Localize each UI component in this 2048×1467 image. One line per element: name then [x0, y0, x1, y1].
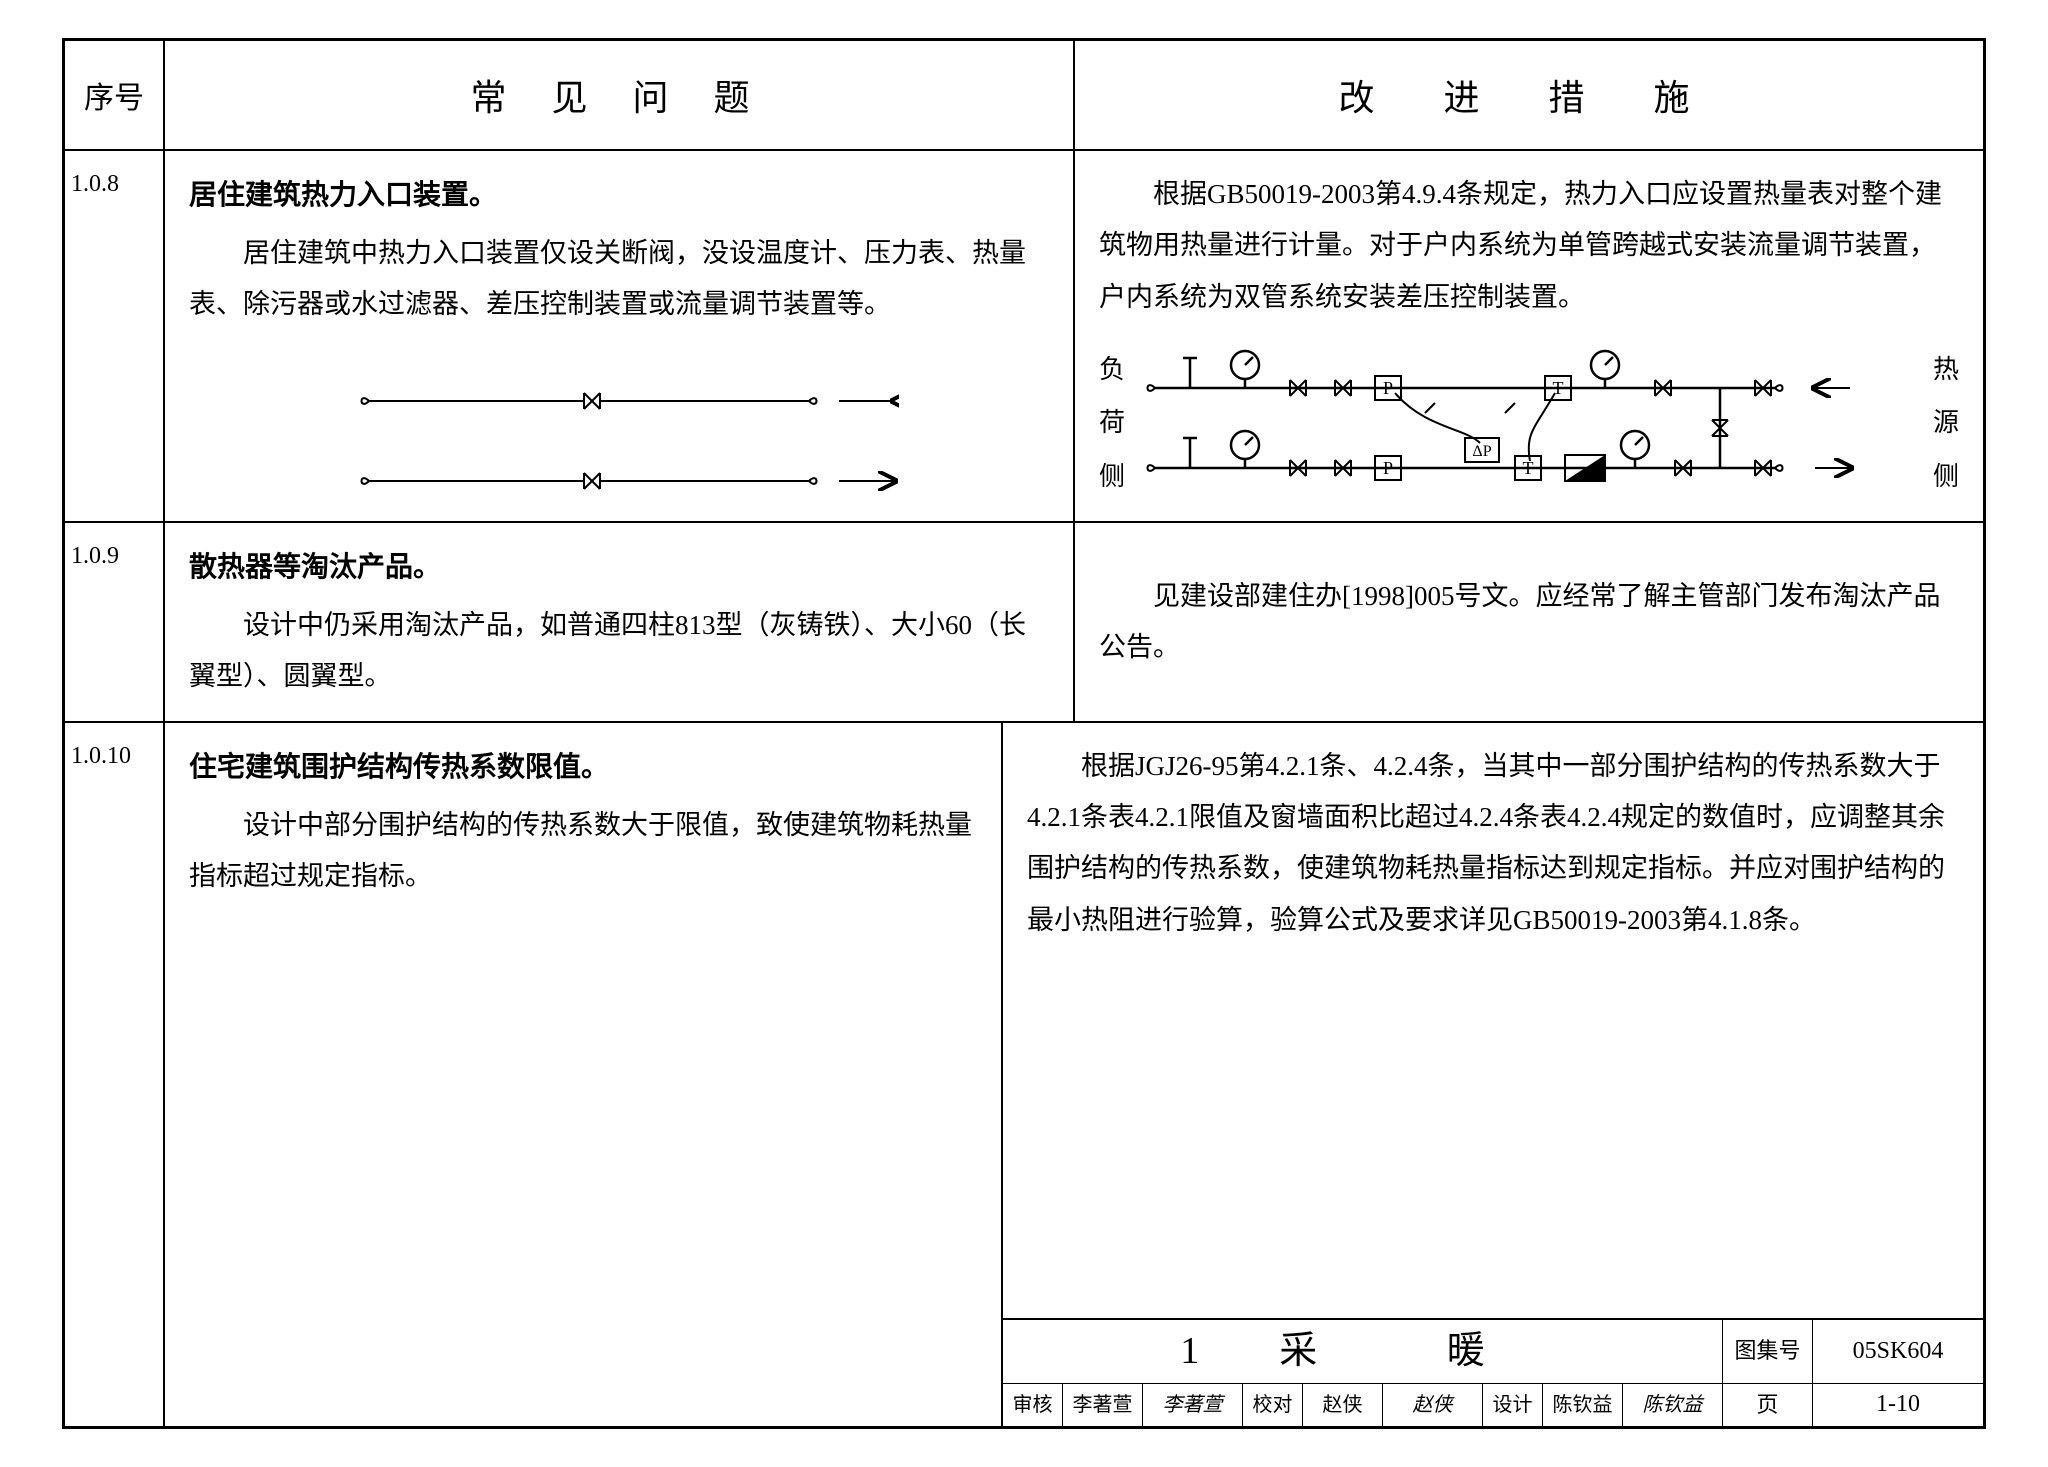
symbol-t: T	[1523, 458, 1534, 478]
row-title: 散热器等淘汰产品。	[189, 541, 1049, 594]
symbol-t: T	[1553, 378, 1564, 398]
label-char: 侧	[1933, 457, 1959, 496]
symbol-p: P	[1383, 378, 1393, 398]
row-solution-text: 根据JGJ26-95第4.2.1条、4.2.4条，当其中一部分围护结构的传热系数…	[1027, 741, 1959, 946]
header-seq: 序号	[65, 41, 165, 149]
row-problem-text: 设计中仍采用淘汰产品，如普通四柱813型（灰铸铁）、大小60（长翼型）、圆翼型。	[189, 600, 1049, 703]
reviewer-label: 审核	[1003, 1384, 1063, 1426]
code-label: 图集号	[1723, 1320, 1813, 1383]
reviewer-name: 赵侠	[1303, 1384, 1383, 1426]
symbol-p: P	[1383, 458, 1393, 478]
table-row: 1.0.8 居住建筑热力入口装置。 居住建筑中热力入口装置仅设关断阀，没设温度计…	[65, 151, 1983, 523]
page-label: 页	[1723, 1384, 1813, 1426]
row-seq: 1.0.10	[65, 723, 165, 1426]
code-value: 05SK604	[1813, 1320, 1983, 1383]
pipe-line-bottom	[339, 461, 899, 501]
reviewer-label: 设计	[1483, 1384, 1543, 1426]
title-block-top: 1 采 暖 图集号 05SK604	[1003, 1320, 1983, 1384]
reviewer-signature: 陈钦益	[1623, 1384, 1723, 1426]
row-problem: 居住建筑热力入口装置。 居住建筑中热力入口装置仅设关断阀，没设温度计、压力表、热…	[165, 151, 1075, 521]
table-header: 序号 常 见 问 题 改 进 措 施	[65, 41, 1983, 151]
page-frame: 序号 常 见 问 题 改 进 措 施 1.0.8 居住建筑热力入口装置。 居住建…	[62, 38, 1986, 1429]
row-solution-text: 根据GB50019-2003第4.9.4条规定，热力入口应设置热量表对整个建筑物…	[1099, 169, 1959, 323]
row-title: 住宅建筑围护结构传热系数限值。	[189, 741, 977, 794]
table-row: 1.0.9 散热器等淘汰产品。 设计中仍采用淘汰产品，如普通四柱813型（灰铸铁…	[65, 523, 1983, 723]
label-char: 源	[1933, 403, 1959, 442]
reviewer-name: 陈钦益	[1543, 1384, 1623, 1426]
symbol-dp: ΔP	[1472, 443, 1491, 460]
row-solution-text: 见建设部建住办[1998]005号文。应经常了解主管部门发布淘汰产品公告。	[1099, 571, 1959, 674]
diagram-detailed-pipes: 负 荷 侧	[1099, 343, 1959, 503]
reviewer-label: 校对	[1243, 1384, 1303, 1426]
drawing-title: 1 采 暖	[1003, 1320, 1723, 1383]
row-problem-text: 居住建筑中热力入口装置仅设关断阀，没设温度计、压力表、热量表、除污器或水过滤器、…	[189, 228, 1049, 331]
header-solution: 改 进 措 施	[1075, 41, 1983, 149]
title-block: 1 采 暖 图集号 05SK604 审核 李著萱 李著萱 校对 赵侠 赵侠 设计	[1003, 1318, 1983, 1426]
row-solution: 根据JGJ26-95第4.2.1条、4.2.4条，当其中一部分围护结构的传热系数…	[1003, 723, 1983, 1426]
row-problem-text: 设计中部分围护结构的传热系数大于限值，致使建筑物耗热量指标超过规定指标。	[189, 800, 977, 903]
table-body: 1.0.8 居住建筑热力入口装置。 居住建筑中热力入口装置仅设关断阀，没设温度计…	[65, 151, 1983, 1426]
pipe-line-top	[339, 381, 899, 421]
reviewer-signature: 李著萱	[1143, 1384, 1243, 1426]
label-char: 侧	[1099, 457, 1125, 496]
pipe-schematic: P T	[1135, 343, 1923, 503]
reviewer-signature: 赵侠	[1383, 1384, 1483, 1426]
row-problem: 散热器等淘汰产品。 设计中仍采用淘汰产品，如普通四柱813型（灰铸铁）、大小60…	[165, 523, 1075, 721]
reviewer-name: 李著萱	[1063, 1384, 1143, 1426]
header-problem: 常 见 问 题	[165, 41, 1075, 149]
section-title: 采 暖	[1279, 1315, 1545, 1387]
page-value: 1-10	[1813, 1384, 1983, 1426]
diagram-right-label: 热 源 侧	[1933, 343, 1959, 503]
row-seq: 1.0.8	[65, 151, 165, 521]
row-problem: 住宅建筑围护结构传热系数限值。 设计中部分围护结构的传热系数大于限值，致使建筑物…	[165, 723, 1003, 1426]
table-row: 1.0.10 住宅建筑围护结构传热系数限值。 设计中部分围护结构的传热系数大于限…	[65, 723, 1983, 1426]
row-solution: 见建设部建住办[1998]005号文。应经常了解主管部门发布淘汰产品公告。	[1075, 523, 1983, 721]
diagram-simple-pipes	[189, 381, 1049, 501]
diagram-left-label: 负 荷 侧	[1099, 343, 1125, 503]
row-seq: 1.0.9	[65, 523, 165, 721]
title-block-bottom: 审核 李著萱 李著萱 校对 赵侠 赵侠 设计 陈钦益 陈钦益 页 1-10	[1003, 1384, 1983, 1426]
row-title: 居住建筑热力入口装置。	[189, 169, 1049, 222]
section-number: 1	[1180, 1315, 1199, 1387]
row-solution: 根据GB50019-2003第4.9.4条规定，热力入口应设置热量表对整个建筑物…	[1075, 151, 1983, 521]
label-char: 荷	[1099, 403, 1125, 442]
label-char: 热	[1933, 350, 1959, 389]
label-char: 负	[1099, 350, 1125, 389]
